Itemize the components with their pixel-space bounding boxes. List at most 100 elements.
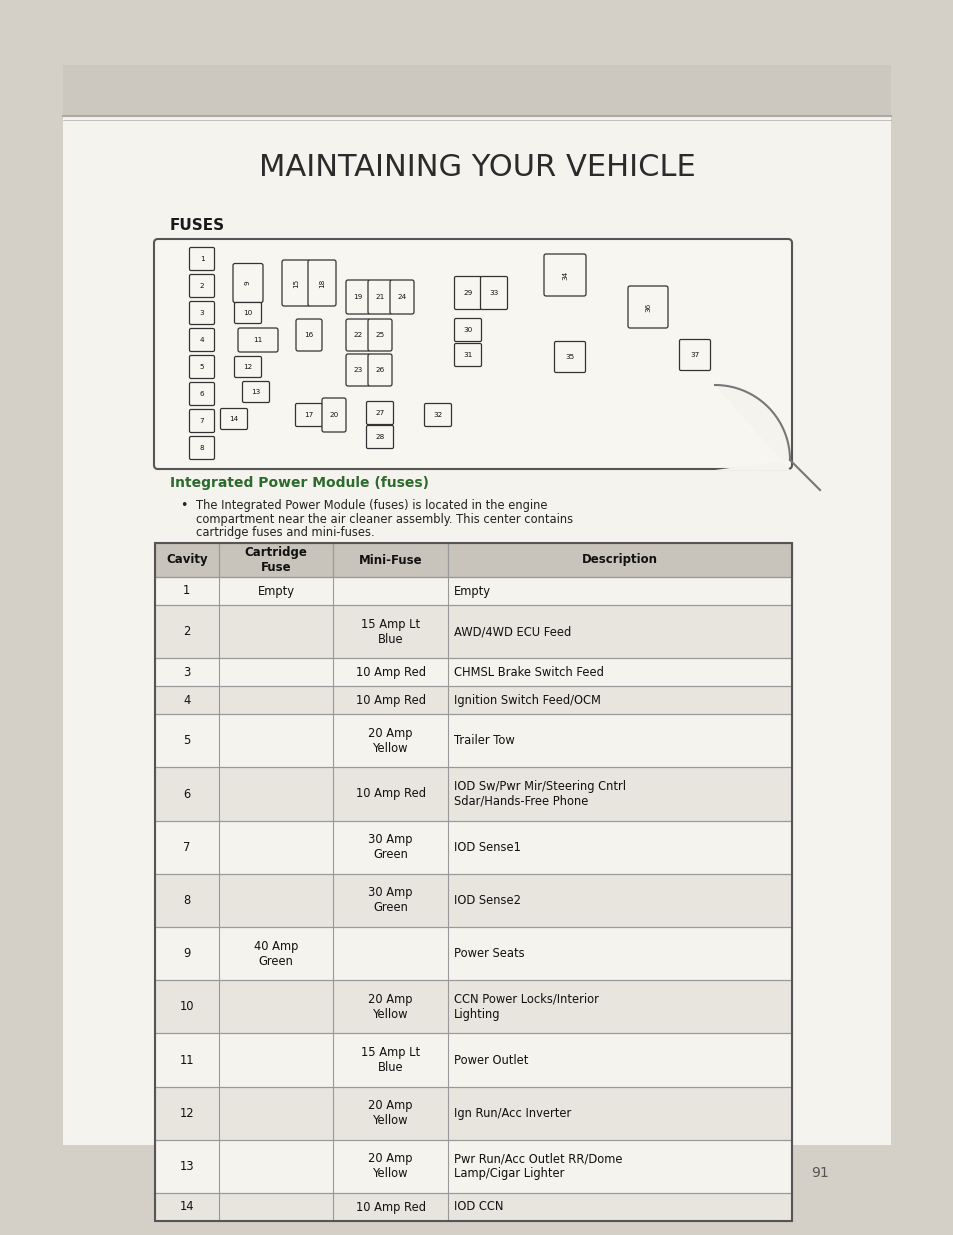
Text: 20 Amp
Yellow: 20 Amp Yellow: [368, 1152, 413, 1181]
Text: 22: 22: [353, 332, 362, 338]
Text: 20: 20: [329, 412, 338, 417]
Bar: [154, 1034, 791, 1087]
FancyBboxPatch shape: [234, 303, 261, 324]
Text: 17: 17: [304, 412, 314, 417]
Text: Cavity: Cavity: [166, 553, 208, 567]
Bar: [154, 1140, 791, 1193]
Bar: [154, 543, 791, 577]
Polygon shape: [714, 385, 789, 471]
FancyBboxPatch shape: [366, 426, 393, 448]
Text: 40 Amp
Green: 40 Amp Green: [253, 940, 298, 967]
Text: 20 Amp
Yellow: 20 Amp Yellow: [368, 1099, 413, 1128]
Text: 30: 30: [463, 327, 472, 333]
Text: 36: 36: [644, 303, 650, 311]
Text: Cartridge
Fuse: Cartridge Fuse: [244, 546, 307, 574]
Text: 4: 4: [183, 694, 191, 706]
FancyBboxPatch shape: [153, 240, 791, 469]
FancyBboxPatch shape: [308, 261, 335, 306]
Bar: [63, 65, 890, 1145]
Bar: [154, 658, 791, 687]
Text: 7: 7: [199, 417, 204, 424]
Text: 7: 7: [183, 841, 191, 853]
Bar: [154, 605, 791, 658]
Text: 5: 5: [199, 364, 204, 370]
Bar: [154, 1193, 791, 1221]
Bar: [154, 874, 791, 927]
FancyBboxPatch shape: [424, 404, 451, 426]
Bar: [154, 1034, 791, 1087]
Text: 24: 24: [397, 294, 406, 300]
Text: compartment near the air cleaner assembly. This center contains: compartment near the air cleaner assembl…: [195, 513, 573, 526]
FancyBboxPatch shape: [346, 319, 370, 351]
Text: 13: 13: [251, 389, 260, 395]
Text: 31: 31: [463, 352, 472, 358]
Bar: [154, 1087, 791, 1140]
Text: 9: 9: [245, 280, 251, 285]
Text: 8: 8: [199, 445, 204, 451]
Text: 18: 18: [318, 278, 325, 288]
FancyBboxPatch shape: [295, 319, 322, 351]
FancyBboxPatch shape: [237, 329, 277, 352]
Text: 20 Amp
Yellow: 20 Amp Yellow: [368, 727, 413, 755]
Bar: [154, 658, 791, 687]
FancyBboxPatch shape: [366, 401, 393, 425]
Text: 9: 9: [183, 947, 191, 960]
Text: 14: 14: [229, 416, 238, 422]
Text: Power Outlet: Power Outlet: [454, 1053, 528, 1067]
Text: Ign Run/Acc Inverter: Ign Run/Acc Inverter: [454, 1107, 571, 1120]
Text: 1: 1: [199, 256, 204, 262]
FancyBboxPatch shape: [190, 329, 214, 352]
Text: 15: 15: [293, 278, 298, 288]
FancyBboxPatch shape: [368, 354, 392, 387]
Text: 8: 8: [183, 894, 191, 906]
Text: •: •: [180, 499, 187, 513]
Bar: [154, 927, 791, 981]
Text: CCN Power Locks/Interior
Lighting: CCN Power Locks/Interior Lighting: [454, 993, 598, 1021]
Text: Description: Description: [581, 553, 658, 567]
Text: Trailer Tow: Trailer Tow: [454, 735, 515, 747]
Bar: [154, 981, 791, 1034]
Text: 4: 4: [199, 337, 204, 343]
Text: 6: 6: [183, 788, 191, 800]
Bar: [154, 874, 791, 927]
Text: 11: 11: [179, 1053, 193, 1067]
Text: IOD CCN: IOD CCN: [454, 1200, 503, 1214]
FancyBboxPatch shape: [390, 280, 414, 314]
Text: 6: 6: [199, 391, 204, 396]
Text: 37: 37: [690, 352, 699, 358]
Text: 10 Amp Red: 10 Amp Red: [355, 694, 425, 706]
Text: 12: 12: [179, 1107, 194, 1120]
Text: 91: 91: [810, 1166, 828, 1179]
Bar: [154, 767, 791, 820]
FancyBboxPatch shape: [190, 247, 214, 270]
Bar: [154, 927, 791, 981]
Text: IOD Sense1: IOD Sense1: [454, 841, 520, 853]
Text: 11: 11: [253, 337, 262, 343]
Text: CHMSL Brake Switch Feed: CHMSL Brake Switch Feed: [454, 666, 603, 679]
Bar: [154, 714, 791, 767]
FancyBboxPatch shape: [346, 354, 370, 387]
Text: 23: 23: [353, 367, 362, 373]
Bar: [154, 543, 791, 577]
Text: Mini-Fuse: Mini-Fuse: [358, 553, 422, 567]
FancyBboxPatch shape: [190, 383, 214, 405]
FancyBboxPatch shape: [190, 356, 214, 378]
Bar: [154, 687, 791, 714]
Bar: [154, 767, 791, 820]
Text: MAINTAINING YOUR VEHICLE: MAINTAINING YOUR VEHICLE: [258, 152, 695, 182]
Text: 35: 35: [565, 354, 574, 359]
Text: Empty: Empty: [454, 584, 491, 598]
Text: Pwr Run/Acc Outlet RR/Dome
Lamp/Cigar Lighter: Pwr Run/Acc Outlet RR/Dome Lamp/Cigar Li…: [454, 1152, 622, 1181]
Bar: [154, 543, 791, 1221]
Text: 20 Amp
Yellow: 20 Amp Yellow: [368, 993, 413, 1021]
Text: 21: 21: [375, 294, 384, 300]
FancyBboxPatch shape: [220, 409, 247, 430]
Text: 28: 28: [375, 433, 384, 440]
Text: The Integrated Power Module (fuses) is located in the engine: The Integrated Power Module (fuses) is l…: [195, 499, 547, 513]
Bar: [154, 1193, 791, 1221]
Text: 16: 16: [304, 332, 314, 338]
FancyBboxPatch shape: [346, 280, 370, 314]
Text: AWD/4WD ECU Feed: AWD/4WD ECU Feed: [454, 625, 571, 638]
Text: 3: 3: [199, 310, 204, 316]
FancyBboxPatch shape: [242, 382, 269, 403]
